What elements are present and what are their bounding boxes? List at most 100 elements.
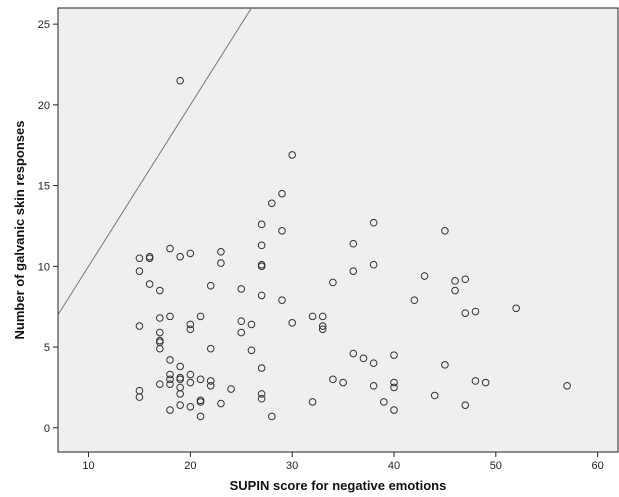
data-point [176,252,184,261]
data-point [186,378,195,387]
data-point [166,356,174,364]
data-point [247,320,256,329]
data-point [369,359,378,368]
x-tick-label: 50 [490,460,502,472]
data-point [135,393,144,401]
data-point [176,362,184,371]
data-point [257,364,266,372]
data-point [166,244,174,253]
data-point [166,375,174,384]
x-tick-label: 10 [82,460,94,472]
data-point [176,390,184,398]
data-point [186,249,195,258]
data-point [349,267,358,275]
data-point [166,406,174,414]
data-point [441,227,449,235]
data-point [145,280,154,288]
x-tick-label: 30 [286,460,298,472]
data-point [145,254,154,263]
data-point [369,218,378,227]
y-tick-label: 15 [38,181,50,193]
data-point [237,317,246,326]
data-point [186,320,195,329]
data-point [563,382,571,390]
y-tick-label: 10 [38,261,50,273]
data-point [166,380,174,388]
data-point [257,241,266,250]
data-point [237,285,246,293]
data-point [156,380,164,388]
data-point [471,377,480,385]
data-point [176,401,184,409]
data-point [186,402,195,411]
data-point [278,189,286,198]
data-point [135,322,144,330]
data-point [196,375,205,384]
data-point [176,375,184,384]
data-point [329,278,337,287]
data-point [390,383,398,392]
data-point [390,406,398,414]
data-point [339,378,347,387]
data-point [329,375,337,384]
data-point [186,370,195,379]
y-axis-ticks: 0 5 10 15 20 25 [38,19,58,435]
data-point [206,382,215,390]
data-point [257,291,266,300]
data-point [196,312,205,321]
data-point [390,378,398,387]
data-point [135,267,144,275]
y-tick-label: 5 [44,342,50,354]
data-point [166,312,174,321]
data-point [217,247,225,256]
data-point [206,344,215,353]
data-point [410,296,419,305]
y-tick-label: 25 [38,19,50,31]
x-tick-label: 40 [388,460,400,472]
data-point [420,272,429,280]
data-point [451,277,459,285]
data-point [237,328,246,337]
data-points [135,76,571,421]
data-point [247,346,256,355]
y-axis-title: Number of galvanic skin responses [12,121,27,340]
data-point [318,322,327,330]
data-point [461,309,470,317]
data-point [135,254,144,263]
data-point [186,325,195,334]
data-point [441,361,449,369]
identity-reference-line [58,8,253,316]
data-point [278,227,286,235]
data-point [430,391,439,400]
data-point [318,312,327,321]
x-axis-ticks: 10 20 30 40 50 60 [82,452,604,472]
data-point [227,385,235,393]
data-point [288,151,296,159]
data-point [257,262,266,271]
data-point [308,312,317,321]
x-tick-label: 60 [592,460,604,472]
data-point [166,370,174,379]
data-point [257,220,266,229]
data-point [461,275,470,284]
data-point [380,398,388,406]
data-point [278,296,286,305]
data-point [268,199,276,208]
data-point [257,390,266,398]
data-point [268,412,276,421]
data-point [206,281,215,290]
axes [57,8,618,453]
data-point [156,344,164,353]
data-point [369,382,378,390]
data-point [288,319,296,327]
data-point [196,412,205,421]
y-tick-label: 20 [38,100,50,112]
data-point [369,260,378,269]
data-point [390,351,398,359]
data-point [217,399,225,408]
plot-area [57,7,619,453]
data-point [196,398,205,406]
data-point [217,259,225,267]
